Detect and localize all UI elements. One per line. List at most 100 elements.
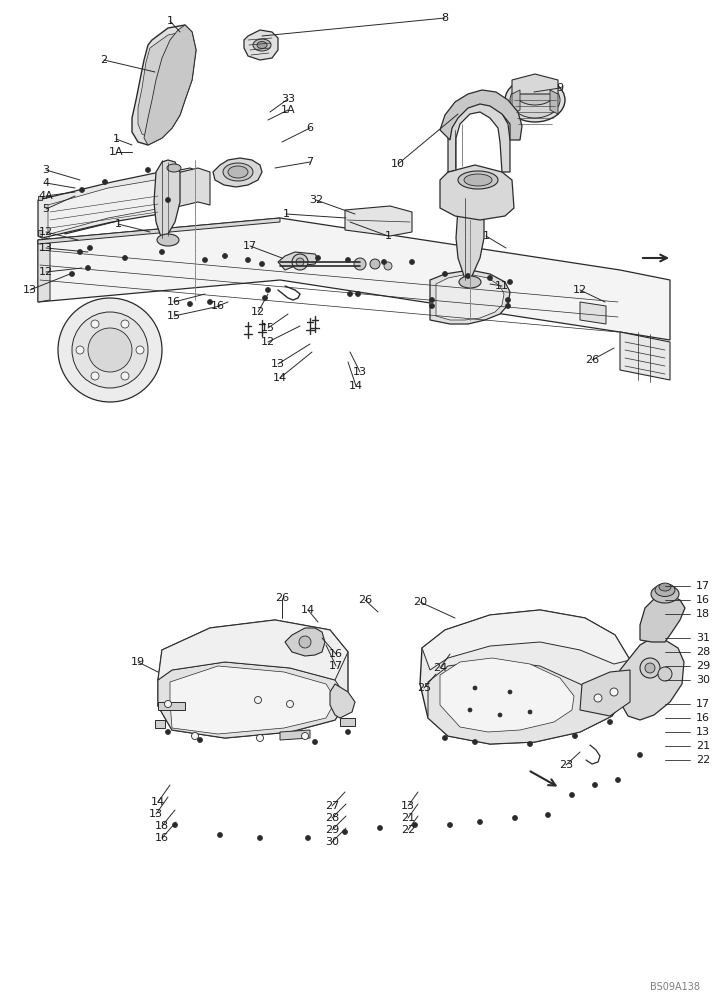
Ellipse shape	[253, 39, 271, 51]
Polygon shape	[440, 165, 514, 220]
Circle shape	[263, 296, 268, 300]
Polygon shape	[280, 730, 310, 740]
Text: 15: 15	[167, 311, 181, 321]
Circle shape	[343, 830, 348, 834]
Circle shape	[76, 346, 84, 354]
Circle shape	[202, 257, 207, 262]
Text: 12: 12	[39, 267, 53, 277]
Circle shape	[348, 292, 353, 296]
Text: BS09A138: BS09A138	[650, 982, 700, 992]
Circle shape	[610, 688, 618, 696]
Text: 15: 15	[261, 323, 275, 333]
Text: 27: 27	[325, 801, 339, 811]
Circle shape	[546, 812, 551, 818]
Circle shape	[448, 822, 452, 828]
Circle shape	[645, 663, 655, 673]
Text: 6: 6	[307, 123, 313, 133]
Circle shape	[346, 730, 351, 734]
Polygon shape	[132, 25, 196, 145]
Ellipse shape	[459, 276, 481, 288]
Text: 16: 16	[329, 649, 343, 659]
Circle shape	[468, 708, 472, 712]
Polygon shape	[154, 160, 180, 238]
Text: 11: 11	[495, 281, 509, 291]
Text: 26: 26	[275, 593, 289, 603]
Text: 12: 12	[39, 227, 53, 237]
Polygon shape	[170, 666, 336, 734]
Text: 1: 1	[282, 209, 289, 219]
Text: 3: 3	[42, 165, 50, 175]
Polygon shape	[640, 594, 685, 642]
Circle shape	[207, 300, 212, 304]
Polygon shape	[38, 238, 50, 302]
Circle shape	[593, 782, 598, 788]
Ellipse shape	[464, 174, 492, 186]
Circle shape	[58, 298, 162, 402]
Ellipse shape	[223, 163, 253, 181]
Polygon shape	[430, 270, 510, 324]
Circle shape	[166, 198, 171, 202]
Circle shape	[102, 180, 107, 184]
Text: 31: 31	[696, 633, 710, 643]
Text: 14: 14	[301, 605, 315, 615]
Polygon shape	[158, 662, 348, 738]
Ellipse shape	[458, 171, 498, 189]
Ellipse shape	[257, 41, 267, 48]
Circle shape	[86, 265, 91, 270]
Circle shape	[498, 713, 502, 717]
Circle shape	[145, 167, 150, 172]
Text: 17: 17	[696, 699, 710, 709]
Circle shape	[173, 822, 178, 828]
Polygon shape	[456, 198, 484, 280]
Circle shape	[430, 304, 434, 308]
Text: 20: 20	[413, 597, 427, 607]
Ellipse shape	[516, 83, 554, 105]
Text: 16: 16	[167, 297, 181, 307]
Circle shape	[296, 258, 304, 266]
Text: 12: 12	[251, 307, 265, 317]
Circle shape	[443, 271, 448, 276]
Circle shape	[356, 292, 361, 296]
Circle shape	[88, 245, 92, 250]
Text: 30: 30	[325, 837, 339, 847]
Circle shape	[287, 700, 294, 708]
Circle shape	[259, 261, 264, 266]
Circle shape	[292, 254, 308, 270]
Circle shape	[505, 304, 510, 308]
Text: 16: 16	[211, 301, 225, 311]
Circle shape	[315, 255, 320, 260]
Circle shape	[302, 732, 308, 740]
Text: 2: 2	[100, 55, 107, 65]
Text: 14: 14	[273, 373, 287, 383]
Polygon shape	[330, 684, 355, 718]
Text: 30: 30	[696, 675, 710, 685]
Polygon shape	[155, 720, 165, 728]
Ellipse shape	[655, 584, 675, 596]
Text: 1: 1	[482, 231, 490, 241]
Circle shape	[430, 298, 434, 302]
Circle shape	[477, 820, 482, 824]
Circle shape	[258, 836, 263, 840]
Text: 1A: 1A	[109, 147, 123, 157]
Circle shape	[266, 288, 271, 292]
Text: 13: 13	[696, 727, 710, 737]
Polygon shape	[620, 332, 670, 380]
Circle shape	[136, 346, 144, 354]
Text: 17: 17	[329, 661, 343, 671]
Polygon shape	[144, 25, 196, 145]
Text: 16: 16	[696, 713, 710, 723]
Circle shape	[594, 694, 602, 702]
Text: 22: 22	[696, 755, 710, 765]
Circle shape	[254, 696, 261, 704]
Text: 21: 21	[696, 741, 710, 751]
Ellipse shape	[157, 234, 179, 246]
Ellipse shape	[505, 78, 565, 122]
Circle shape	[197, 738, 202, 742]
Text: 13: 13	[401, 801, 415, 811]
Text: 26: 26	[585, 355, 599, 365]
Text: 10: 10	[391, 159, 405, 169]
Text: 9: 9	[557, 83, 564, 93]
Polygon shape	[512, 74, 558, 94]
Circle shape	[166, 730, 171, 734]
Circle shape	[346, 257, 351, 262]
